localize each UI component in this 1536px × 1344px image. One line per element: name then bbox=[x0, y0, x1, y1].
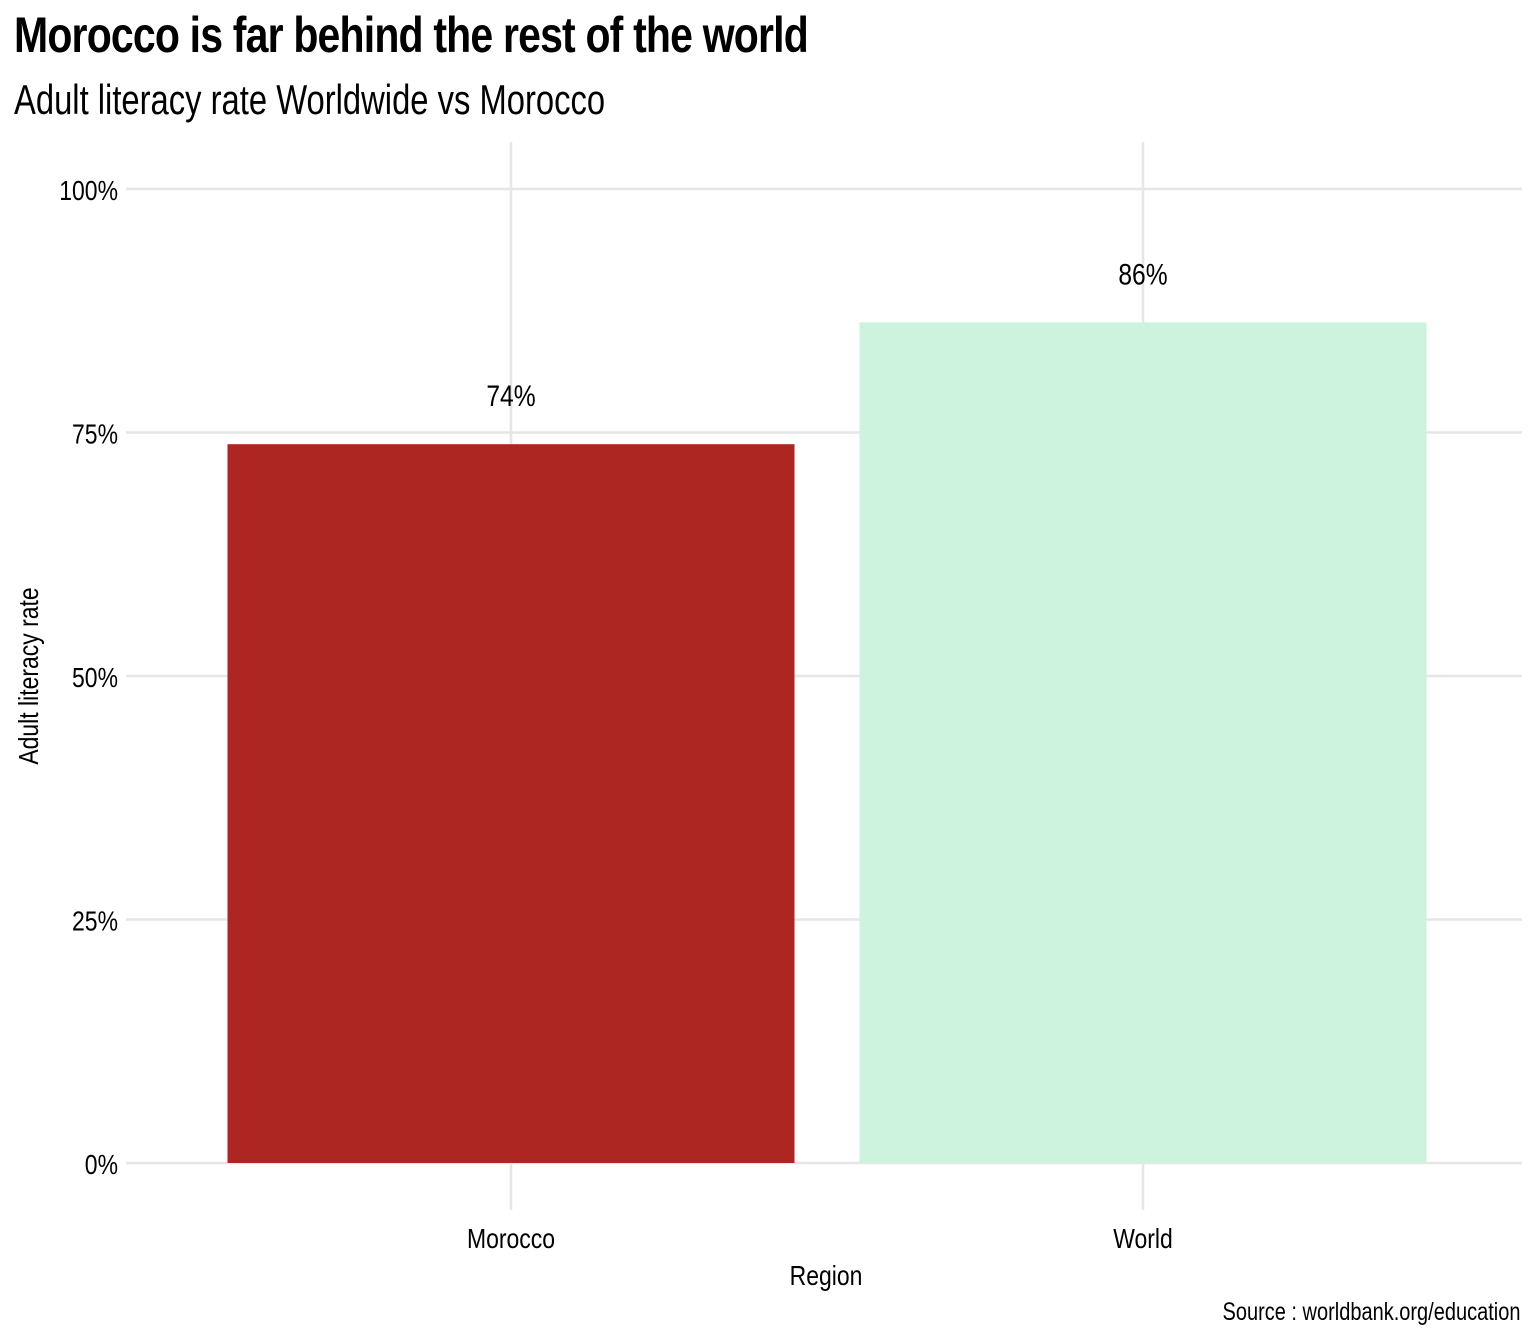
y-tick-label: 75% bbox=[72, 419, 118, 450]
data-label-morocco: 74% bbox=[486, 379, 535, 413]
y-tick-label: 25% bbox=[72, 906, 118, 937]
y-axis-title: Adult literacy rate bbox=[14, 587, 45, 764]
x-tick-label: Morocco bbox=[467, 1224, 555, 1255]
x-axis-title: Region bbox=[790, 1261, 863, 1292]
chart-subtitle: Adult literacy rate Worldwide vs Morocco bbox=[14, 76, 606, 123]
source-caption: Source : worldbank.org/education bbox=[1222, 1298, 1520, 1326]
chart-title: Morocco is far behind the rest of the wo… bbox=[14, 7, 809, 63]
data-label-world: 86% bbox=[1118, 257, 1167, 291]
y-tick-label: 50% bbox=[72, 663, 118, 694]
x-tick-label: World bbox=[1113, 1224, 1173, 1255]
bar-morocco bbox=[227, 444, 795, 1163]
y-tick-label: 0% bbox=[85, 1150, 118, 1181]
y-tick-label: 100% bbox=[59, 176, 118, 207]
bar-world bbox=[859, 322, 1427, 1163]
